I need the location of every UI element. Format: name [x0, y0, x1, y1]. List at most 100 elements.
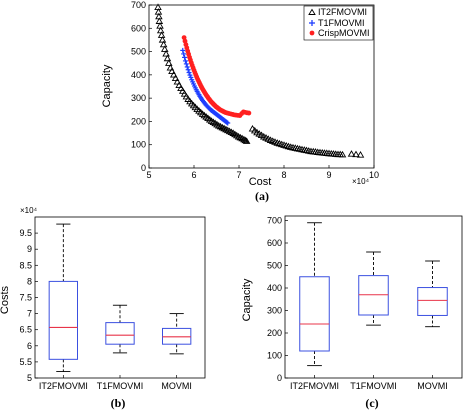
- boxplots-c: [299, 222, 448, 367]
- y-tick-label-a: 100: [131, 140, 146, 150]
- x-tick-label-b: IT2FMOVMI: [39, 381, 88, 391]
- point-it2fmovmi: [171, 74, 180, 82]
- point-t1fmovmi: [225, 120, 231, 126]
- point-it2fmovmi: [229, 129, 237, 136]
- y-tick-label-c: 500: [267, 261, 282, 271]
- point-t1fmovmi: [181, 51, 187, 57]
- x-tick-label-c: MOVMI: [417, 381, 448, 391]
- y-tick-label-b: 9: [27, 244, 32, 254]
- point-it2fmovmi: [156, 26, 165, 34]
- point-it2fmovmi: [231, 130, 239, 138]
- panel-label-b: (b): [111, 396, 126, 410]
- legend-label-2: CrispMOVMI: [318, 28, 370, 38]
- point-t1fmovmi: [184, 64, 190, 70]
- point-it2fmovmi: [356, 151, 365, 158]
- box-iqr: [299, 276, 330, 352]
- point-it2fmovmi: [165, 59, 173, 66]
- point-it2fmovmi: [222, 125, 230, 133]
- point-it2fmovmi: [169, 70, 178, 78]
- point-it2fmovmi: [220, 124, 228, 132]
- y-tick-label-c: 200: [267, 328, 282, 338]
- x-tick-label-a: 9: [326, 170, 331, 180]
- x-tick-label-a: 7: [236, 170, 241, 180]
- point-t1fmovmi: [186, 70, 192, 76]
- y-axis-label-b: Costs: [0, 285, 11, 314]
- x-tick-label-c: IT2FMOVMI: [290, 381, 339, 391]
- legend-label-1: T1FMOVMI: [318, 18, 365, 28]
- point-it2fmovmi: [162, 49, 170, 57]
- panel-c: 0 100 200 300 400 500 600 700 IT2FMOVMI T1FMOVMI M…: [241, 216, 463, 410]
- boxplot-movmi: [417, 260, 448, 328]
- point-t1fmovmi: [182, 58, 188, 64]
- point-it2fmovmi: [213, 120, 221, 128]
- point-it2fmovmi: [159, 40, 168, 48]
- scatter-points-a: [154, 3, 365, 158]
- point-it2fmovmi: [214, 121, 223, 129]
- y-tick-label-b: 6.5: [19, 325, 32, 335]
- point-t1fmovmi: [187, 72, 193, 78]
- panel-b: 5 5.5 6 6.5 7 7.5 8 8.5 9 9.5 IT2FMOVMI T1FMOVMI MOV…: [0, 206, 206, 410]
- y-tick-label-a: 700: [131, 0, 146, 10]
- y-tick-label-c: 0: [277, 373, 282, 383]
- y-tick-label-c: 600: [267, 238, 282, 248]
- point-it2fmovmi: [209, 118, 218, 126]
- y-axis-exponent-b: ×10⁴: [20, 206, 38, 215]
- box-iqr: [105, 322, 135, 345]
- y-axis-label-a: Capacity: [101, 64, 113, 107]
- point-it2fmovmi: [158, 36, 167, 43]
- point-it2fmovmi: [166, 63, 175, 71]
- point-it2fmovmi: [232, 131, 241, 139]
- axis-ticks-c: 0 100 200 300 400 500 600 700 IT2FMOVMI T1FMOVMI M…: [267, 216, 448, 392]
- x-tick-label-a: 6: [191, 170, 196, 180]
- box-iqr: [358, 275, 389, 316]
- y-tick-label-b: 7.5: [19, 293, 32, 303]
- y-tick-label-b: 9.5: [19, 228, 32, 238]
- point-it2fmovmi: [227, 128, 236, 136]
- point-it2fmovmi: [338, 150, 347, 158]
- point-t1fmovmi: [183, 61, 189, 67]
- legend-label-0: IT2FMOVMI: [318, 7, 367, 17]
- point-it2fmovmi: [223, 126, 232, 134]
- legend-marker-plus: [309, 20, 315, 26]
- y-tick-label-c: 700: [267, 216, 282, 226]
- point-it2fmovmi: [238, 134, 246, 142]
- panel-label-a: (a): [255, 189, 269, 203]
- boxplot-t1fmovmi: [105, 304, 135, 354]
- x-tick-label-a: 5: [146, 170, 151, 180]
- point-t1fmovmi: [188, 74, 194, 80]
- boxplot-t1fmovmi: [358, 251, 389, 326]
- point-it2fmovmi: [168, 67, 176, 75]
- panel-label-c: (c): [365, 396, 378, 410]
- box-iqr: [48, 280, 79, 360]
- point-it2fmovmi: [157, 31, 166, 38]
- x-axis-exponent-a: ×10⁴: [352, 177, 370, 186]
- box-iqr: [417, 287, 448, 316]
- point-t1fmovmi: [185, 67, 191, 73]
- point-it2fmovmi: [160, 45, 169, 52]
- point-it2fmovmi: [241, 136, 250, 144]
- point-it2fmovmi: [236, 133, 245, 141]
- x-tick-label-a: 10: [369, 170, 379, 180]
- x-axis-label-a: Cost: [249, 176, 272, 188]
- point-it2fmovmi: [175, 81, 183, 88]
- x-tick-label-a: 8: [281, 170, 286, 180]
- point-it2fmovmi: [207, 117, 216, 124]
- x-tick-label-c: T1FMOVMI: [350, 381, 397, 391]
- legend-marker-circle: [309, 30, 315, 36]
- x-tick-label-b: MOVMI: [161, 381, 192, 391]
- point-it2fmovmi: [234, 132, 243, 140]
- y-tick-label-a: 300: [131, 93, 146, 103]
- y-tick-label-b: 8: [27, 276, 32, 286]
- point-t1fmovmi: [180, 47, 186, 53]
- point-it2fmovmi: [240, 135, 248, 143]
- x-tick-label-b: T1FMOVMI: [97, 381, 144, 391]
- y-tick-label-c: 300: [267, 306, 282, 316]
- plot-frame-a: [148, 4, 375, 169]
- y-axis-label-c: Capacity: [241, 278, 253, 321]
- point-it2fmovmi: [225, 127, 234, 135]
- boxplot-movmi: [162, 313, 192, 355]
- legend-marker-triangle: [308, 8, 316, 15]
